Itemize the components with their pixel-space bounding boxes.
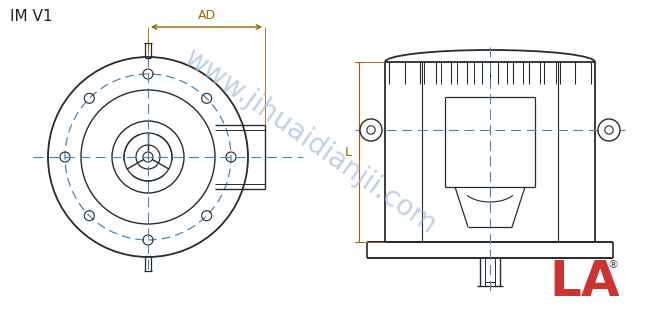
- Text: LA: LA: [550, 258, 620, 306]
- Text: AD: AD: [198, 9, 216, 22]
- Circle shape: [360, 119, 382, 141]
- Text: ®: ®: [608, 260, 619, 270]
- Circle shape: [598, 119, 620, 141]
- Text: www.jihuaidianjii.com: www.jihuaidianjii.com: [179, 44, 441, 240]
- Text: IM V1: IM V1: [10, 9, 53, 24]
- Text: L: L: [345, 146, 352, 158]
